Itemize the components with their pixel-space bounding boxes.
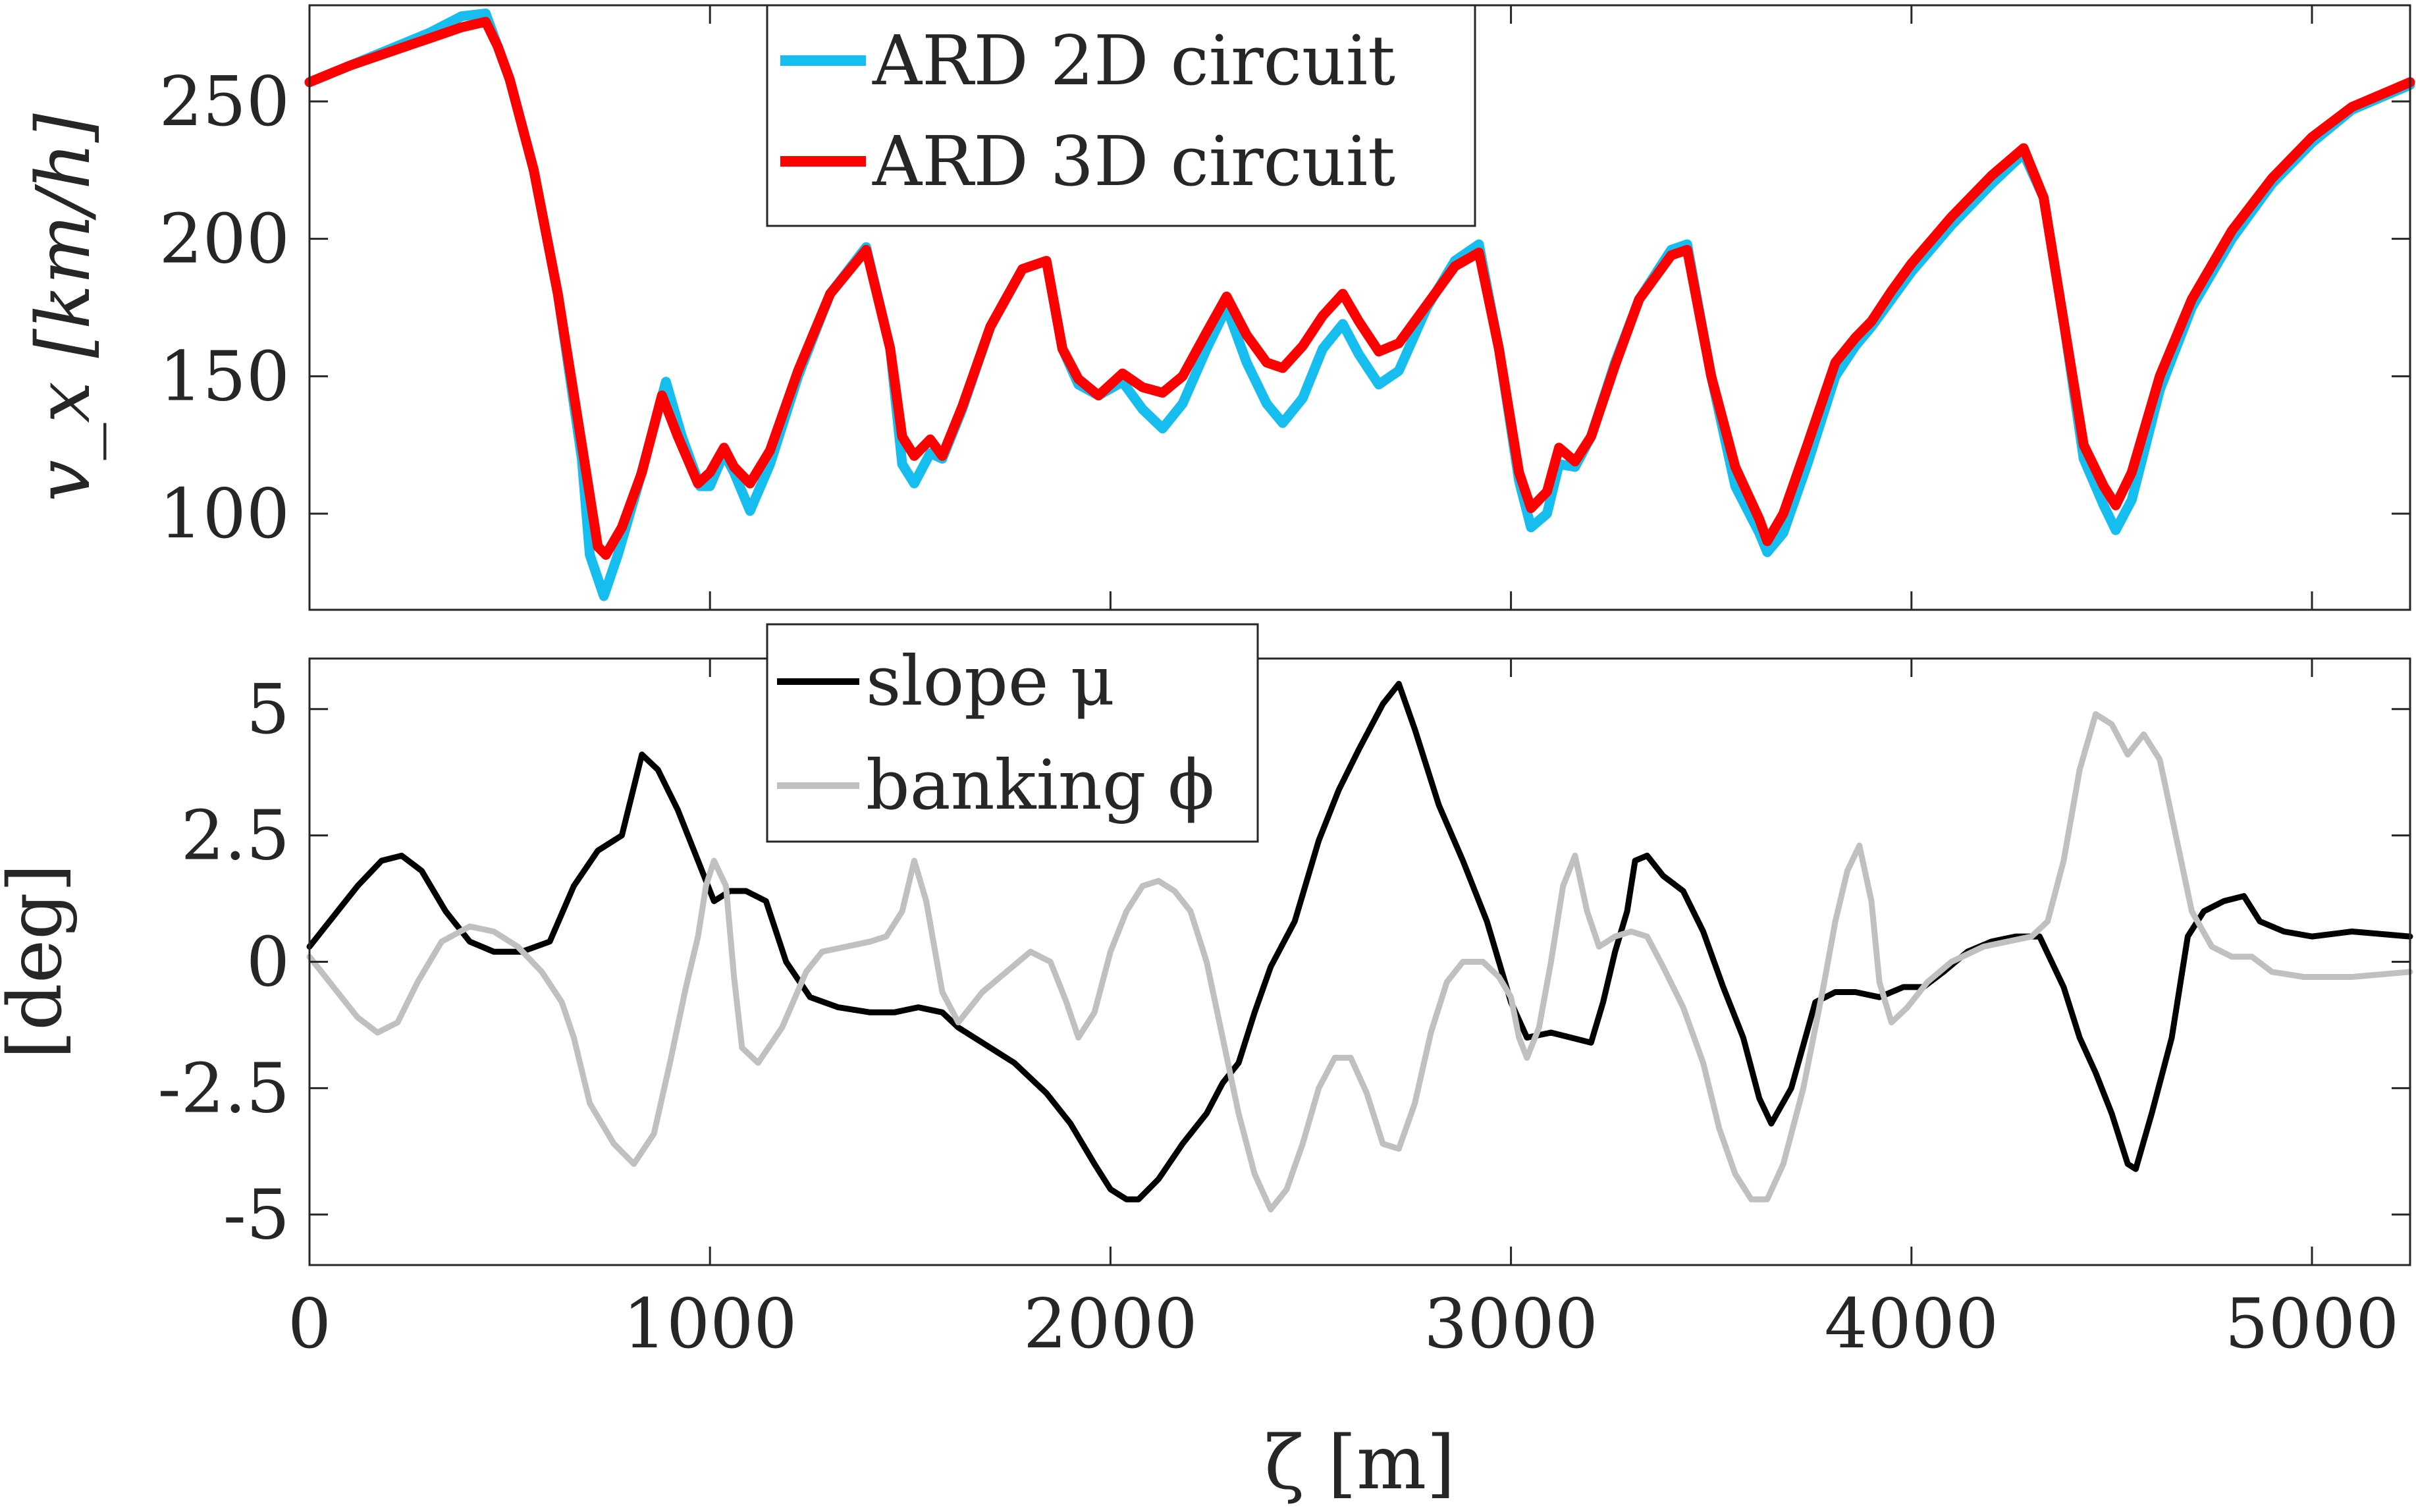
x-tick-label-1: 1000 — [623, 1283, 797, 1364]
y-tick-label-0-2: 200 — [159, 199, 290, 279]
y-tick-label-0-0: 100 — [159, 473, 290, 554]
series-line-0-1 — [304, 16, 2415, 560]
legend-label-ard-3d: ARD 3D circuit — [872, 121, 1395, 202]
x-tick-label-3: 3000 — [1424, 1283, 1598, 1364]
x-axis-label: ζ [m] — [1264, 1420, 1455, 1506]
y-tick-label-0-1: 150 — [159, 336, 290, 416]
x-tick-label-0: 0 — [288, 1283, 331, 1364]
angle-ticks: -5 -2.5 0 2.5 5 0 1000 2000 3000 4000 5000 — [157, 659, 2410, 1364]
x-tick-label-4: 4000 — [1824, 1283, 1999, 1364]
angle-plot-area — [309, 659, 2410, 1265]
legend-label-ard-2d: ARD 2D circuit — [872, 20, 1395, 101]
y-tick-label-1-2: 0 — [246, 922, 290, 1002]
velocity-axes: 100 150 200 250 v_x [km/h] ARD 2D circuit A… — [21, 4, 2415, 611]
y-tick-label-1-0: -5 — [223, 1174, 290, 1255]
legend-label-slope: slope μ — [866, 641, 1115, 721]
angle-axes: -5 -2.5 0 2.5 5 0 1000 2000 3000 4000 5000 [deg] ζ… — [0, 623, 2413, 1506]
velocity-legend-box — [766, 4, 1476, 227]
angle-legend-box — [766, 623, 1259, 843]
y-tick-label-1-4: 5 — [246, 669, 290, 749]
velocity-legend: ARD 2D circuit ARD 3D circuit — [766, 4, 1476, 227]
angle-series-lines — [306, 680, 2413, 1213]
series-line-0-0 — [304, 9, 2415, 601]
series-line-1-1 — [306, 711, 2413, 1213]
velocity-series-lines — [304, 9, 2415, 601]
x-tick-label-2: 2000 — [1023, 1283, 1198, 1364]
velocity-ticks: 100 150 200 250 — [159, 5, 2410, 610]
series-line-1-0 — [306, 680, 2413, 1202]
angle-y-label: [deg] — [0, 863, 78, 1059]
y-tick-label-1-3: 2.5 — [181, 796, 290, 876]
y-tick-label-0-3: 250 — [159, 61, 290, 142]
x-tick-label-5: 5000 — [2225, 1283, 2400, 1364]
legend-label-banking: banking ϕ — [866, 745, 1214, 825]
angle-legend: slope μ banking ϕ — [766, 623, 1259, 843]
velocity-y-label: v_x [km/h] — [21, 113, 107, 502]
y-tick-label-1-1: -2.5 — [157, 1048, 290, 1128]
